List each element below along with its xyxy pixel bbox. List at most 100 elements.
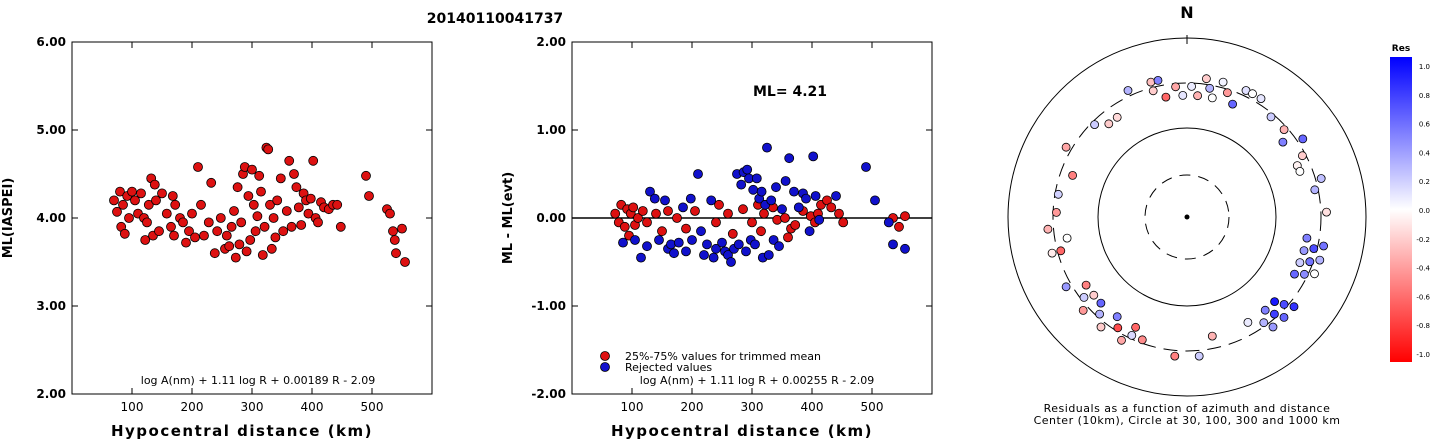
data-point (793, 202, 804, 213)
residual-point (1290, 269, 1299, 279)
residual-point (1305, 257, 1315, 267)
data-point (738, 204, 748, 215)
residual-point (1243, 317, 1253, 327)
data-point (681, 223, 691, 234)
data-point (275, 173, 286, 184)
data-point (127, 186, 137, 197)
colorbar-tick-label: 0.8 (1419, 92, 1430, 100)
data-point (109, 195, 119, 206)
data-point (303, 208, 314, 219)
colorbar-tick-label: -0.2 (1416, 236, 1430, 244)
data-point (723, 208, 733, 219)
data-point (747, 217, 757, 228)
residual-point (1300, 269, 1309, 279)
data-point (762, 142, 772, 153)
data-point (256, 186, 266, 197)
data-point (834, 208, 844, 219)
data-point (212, 226, 223, 237)
data-point (618, 237, 628, 248)
y-tick-label: 2.00 (536, 35, 566, 49)
data-point (687, 235, 697, 245)
residual-point (1295, 166, 1305, 176)
data-point (161, 208, 172, 219)
legend-label-trimmed: 25%-75% values for trimmed mean (625, 350, 821, 363)
data-point (286, 221, 297, 232)
data-point (151, 195, 161, 206)
residual-point (1123, 86, 1133, 95)
data-point (672, 213, 682, 223)
data-point (763, 250, 774, 260)
y-axis-label-2: ML - ML(evt) (501, 172, 516, 264)
data-point (673, 237, 684, 248)
data-point (335, 221, 346, 232)
residual-point (1322, 207, 1331, 217)
data-point (209, 248, 220, 259)
data-point (756, 226, 766, 237)
data-point (801, 193, 811, 204)
data-point (610, 208, 621, 219)
colorbar: Res 1.0 0.8 0.6 0.4 0.2 0.0 -0.2 -0.4 -0.6 -0.8 -1… (1390, 44, 1431, 362)
formula-2: log A(nm) + 1.11 log R + 0.00255 R - 2.0… (640, 374, 874, 387)
data-point (332, 199, 343, 210)
data-point (784, 153, 795, 164)
residual-point (1127, 330, 1137, 340)
residual-point (1194, 351, 1204, 361)
residual-point (1079, 292, 1089, 302)
data-point (756, 186, 767, 197)
data-point (203, 217, 214, 228)
data-point (649, 193, 660, 204)
x-tick-label: 400 (801, 400, 824, 414)
residual-point (1310, 185, 1320, 195)
north-label: N (1180, 3, 1193, 22)
chart-ml-residual: -2.00 -1.00 0.00 1.00 2.00 100 200 300 400 500 M… (501, 35, 933, 440)
data-point (266, 243, 277, 254)
residual-point (1295, 258, 1305, 268)
data-point (259, 221, 270, 232)
data-point (669, 248, 679, 259)
data-point (118, 199, 128, 210)
data-point (814, 214, 825, 225)
residual-point (1052, 207, 1061, 217)
residual-point (1319, 241, 1328, 251)
data-point (900, 211, 910, 222)
data-point (759, 208, 769, 219)
data-point (637, 206, 648, 216)
data-point (230, 252, 241, 263)
data-point (308, 155, 319, 166)
data-point (838, 217, 849, 228)
residual-point (1096, 298, 1106, 308)
residual-point (1315, 255, 1325, 265)
data-point (224, 241, 235, 252)
data-point (229, 206, 239, 216)
data-point (736, 179, 747, 190)
data-point (388, 226, 398, 237)
data-point (391, 248, 401, 259)
data-point (636, 252, 646, 263)
figure-title: 20140110041737 (427, 11, 563, 27)
residual-point (1259, 318, 1269, 328)
data-point (270, 232, 281, 243)
data-point (861, 162, 871, 172)
colorbar-tick-label: 0.4 (1419, 149, 1431, 157)
data-point (250, 226, 261, 237)
data-point (642, 217, 652, 228)
ring-1000km (1007, 37, 1367, 397)
y-tick-label: 6.00 (36, 35, 66, 49)
data-point (654, 235, 664, 245)
legend-marker-rejected (600, 362, 610, 372)
residual-point (1137, 335, 1147, 345)
data-point (883, 217, 894, 228)
data-point (777, 204, 787, 215)
data-point (702, 239, 712, 250)
x-tick-label: 500 (361, 400, 384, 414)
data-point (169, 230, 179, 241)
colorbar-tick-label: 1.0 (1419, 63, 1430, 71)
x-axis-label-1: Hypocentral distance (km) (111, 422, 373, 440)
data-point (206, 177, 217, 188)
x-tick-label: 100 (121, 400, 144, 414)
data-point (115, 186, 125, 197)
residual-point (1112, 312, 1122, 322)
residual-point (1117, 335, 1126, 345)
y-tick-label: 3.00 (36, 299, 66, 313)
